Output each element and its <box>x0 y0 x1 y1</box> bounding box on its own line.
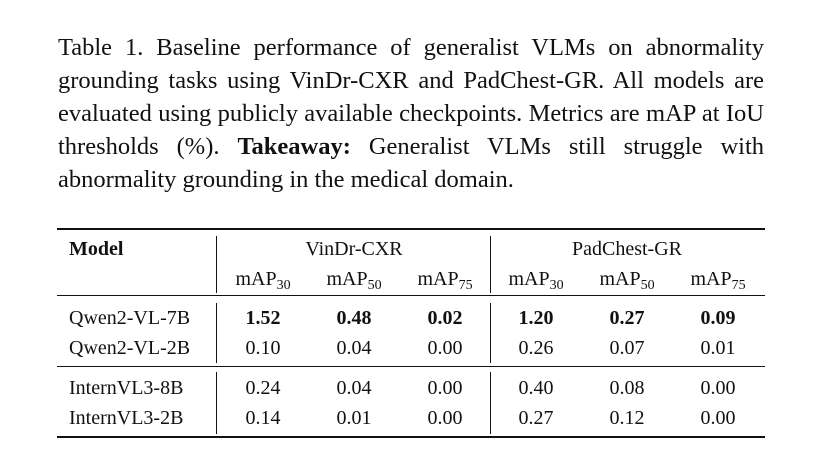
metric-header-5: mAP50 <box>582 267 672 293</box>
table-cell: 0.04 <box>336 377 372 399</box>
table-cell: 0.01 <box>700 337 736 359</box>
body-divider-right-1 <box>490 303 491 363</box>
header-divider-left <box>216 236 217 293</box>
table-row-model: InternVL3-2B <box>69 407 184 429</box>
metric-threshold: 75 <box>731 278 746 293</box>
table-cell: 0.00 <box>700 407 736 429</box>
metric-name: mAP <box>235 268 277 290</box>
table-cell: 1.52 <box>245 307 281 329</box>
table-header-rule <box>57 295 765 296</box>
table-row-model: InternVL3-8B <box>69 377 184 399</box>
table-bottom-rule <box>57 436 765 438</box>
metric-name: mAP <box>508 268 550 290</box>
metric-threshold: 30 <box>549 278 564 293</box>
table-cell: 0.00 <box>700 377 736 399</box>
table-cell: 0.00 <box>427 337 463 359</box>
table-row-model: Qwen2-VL-7B <box>69 307 191 329</box>
table-cell: 0.10 <box>245 337 281 359</box>
metric-name: mAP <box>417 268 459 290</box>
metric-threshold: 50 <box>367 278 382 293</box>
table-caption: Table 1. Baseline performance of general… <box>58 31 764 196</box>
body-divider-left-1 <box>216 303 217 363</box>
table-cell: 0.08 <box>609 377 645 399</box>
table-cell: 1.20 <box>518 307 554 329</box>
metric-threshold: 75 <box>458 278 473 293</box>
dataset-header-2: PadChest-GR <box>572 238 682 260</box>
dataset-header-1: VinDr-CXR <box>305 238 403 260</box>
table-cell: 0.24 <box>245 377 281 399</box>
header-divider-right <box>490 236 491 293</box>
table-cell: 0.26 <box>518 337 554 359</box>
table-cell: 0.00 <box>427 377 463 399</box>
metric-header-6: mAP75 <box>673 267 763 293</box>
table-cell: 0.48 <box>336 307 372 329</box>
metric-threshold: 30 <box>276 278 291 293</box>
metric-header-3: mAP75 <box>400 267 490 293</box>
table-cell: 0.07 <box>609 337 645 359</box>
table-cell: 0.40 <box>518 377 554 399</box>
metric-threshold: 50 <box>640 278 655 293</box>
caption-label: Table 1. <box>58 34 144 61</box>
table-cell: 0.04 <box>336 337 372 359</box>
table-top-rule <box>57 228 765 230</box>
metric-header-1: mAP30 <box>218 267 308 293</box>
caption-takeaway-text: Generalist VLMs still struggle with abno… <box>58 133 764 193</box>
body-divider-right-2 <box>490 372 491 434</box>
metric-name: mAP <box>326 268 368 290</box>
body-divider-left-2 <box>216 372 217 434</box>
model-column-header: Model <box>69 238 124 260</box>
table-cell: 0.09 <box>700 307 736 329</box>
table-group-rule <box>57 366 765 367</box>
table-cell: 0.14 <box>245 407 281 429</box>
table-cell: 0.01 <box>336 407 372 429</box>
table-cell: 0.02 <box>427 307 463 329</box>
table-cell: 0.27 <box>609 307 645 329</box>
table-row-model: Qwen2-VL-2B <box>69 337 191 359</box>
caption-takeaway-label: Takeaway: <box>237 133 351 160</box>
metric-header-4: mAP30 <box>491 267 581 293</box>
table-cell: 0.12 <box>609 407 645 429</box>
caption-text: Baseline performance of generalist VLMs … <box>58 34 764 160</box>
table-cell: 0.27 <box>518 407 554 429</box>
metric-name: mAP <box>599 268 641 290</box>
metric-header-2: mAP50 <box>309 267 399 293</box>
metric-name: mAP <box>690 268 732 290</box>
table-cell: 0.00 <box>427 407 463 429</box>
